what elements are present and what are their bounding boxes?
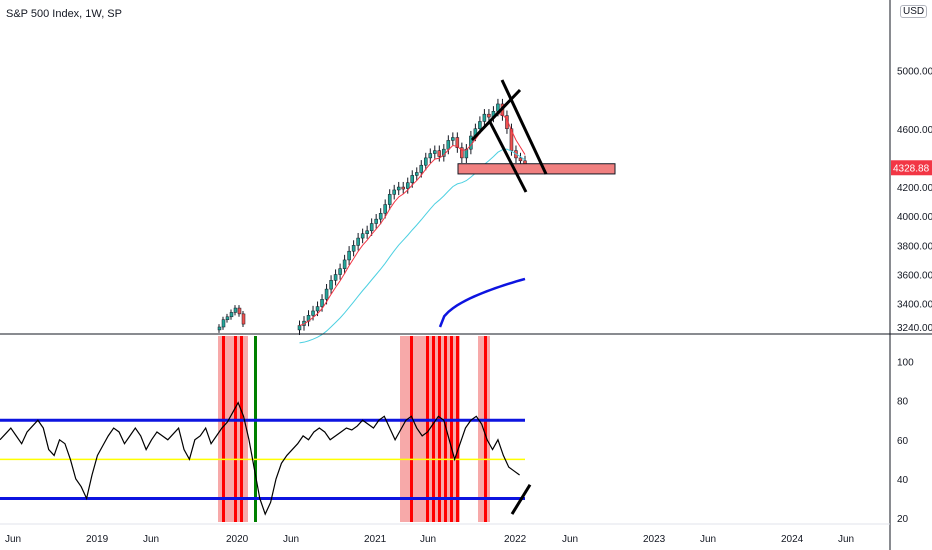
ema-fast-line xyxy=(299,113,526,327)
candle xyxy=(460,147,464,159)
rsi-tick-label: 60 xyxy=(897,436,909,447)
candle xyxy=(464,148,469,159)
signal-bar-red-3 xyxy=(410,336,413,522)
candle xyxy=(311,310,315,316)
candle xyxy=(351,245,356,252)
candle xyxy=(338,268,342,275)
time-tick-label: 2020 xyxy=(226,534,249,545)
ema-slow-line xyxy=(299,148,526,344)
last-price-label: 4328.88 xyxy=(893,163,930,174)
signal-bar-red-9 xyxy=(456,336,459,522)
candle xyxy=(415,172,419,176)
time-tick-label: Jun xyxy=(5,534,21,545)
time-tick-label: 2024 xyxy=(781,534,804,545)
trend-line-1 xyxy=(470,88,522,142)
price-tick-label: 4200.00 xyxy=(897,183,932,194)
time-tick-label: Jun xyxy=(420,534,436,545)
price-tick-label: 3600.00 xyxy=(897,271,932,282)
candle xyxy=(383,204,387,214)
candle xyxy=(347,250,351,261)
time-tick-label: 2023 xyxy=(643,534,666,545)
time-tick-label: Jun xyxy=(562,534,578,545)
candle xyxy=(360,233,365,239)
candle xyxy=(342,259,347,269)
rsi-tick-label: 20 xyxy=(897,514,909,525)
candle xyxy=(433,150,437,154)
candle xyxy=(324,288,329,300)
time-tick-label: 2019 xyxy=(86,534,109,545)
signal-bar-red-8 xyxy=(450,336,453,522)
price-tick-label: 4000.00 xyxy=(897,212,932,223)
time-tick-label: Jun xyxy=(143,534,159,545)
rsi-trend-line xyxy=(510,483,532,515)
candle xyxy=(217,326,222,331)
price-tick-label: 3400.00 xyxy=(897,300,932,311)
rsi-line xyxy=(0,401,520,516)
signal-bar-red-0 xyxy=(222,336,225,522)
signal-bar-red-1 xyxy=(234,336,237,522)
candle xyxy=(401,186,405,190)
candle xyxy=(446,140,451,150)
candle xyxy=(482,113,487,122)
candle xyxy=(356,237,360,246)
candle xyxy=(221,319,226,328)
price-tick-label: 5000.00 xyxy=(897,66,932,77)
time-tick-label: Jun xyxy=(700,534,716,545)
price-tick-label: 3240.00 xyxy=(897,323,932,334)
trend-line-2 xyxy=(488,121,528,193)
candle xyxy=(437,150,442,157)
candle xyxy=(451,137,455,141)
candle xyxy=(410,175,414,183)
signal-bar-red-7 xyxy=(444,336,447,522)
candle xyxy=(229,312,234,318)
candle xyxy=(378,213,383,220)
rsi-tick-label: 100 xyxy=(897,358,914,369)
resistance-zone-box xyxy=(457,163,616,175)
candle xyxy=(405,182,410,189)
candle xyxy=(419,164,424,173)
candle xyxy=(387,194,392,205)
time-tick-label: 2022 xyxy=(504,534,527,545)
candle xyxy=(374,218,378,224)
signal-bar-green xyxy=(254,336,257,522)
rsi-tick-label: 80 xyxy=(897,397,909,408)
candle xyxy=(428,153,433,159)
signal-bar-red-4 xyxy=(426,336,429,522)
candle xyxy=(392,189,396,195)
candle xyxy=(315,306,320,312)
price-tick-label: 4600.00 xyxy=(897,125,932,136)
candle xyxy=(233,307,238,313)
candle xyxy=(478,121,482,130)
time-tick-label: Jun xyxy=(838,534,854,545)
long-ma-line xyxy=(438,277,526,328)
candle xyxy=(320,299,324,307)
candle xyxy=(297,325,302,331)
signal-bar-red-2 xyxy=(240,336,243,522)
trend-line-0 xyxy=(500,79,548,175)
candle xyxy=(396,186,401,191)
candle xyxy=(329,280,333,290)
candle xyxy=(487,113,491,118)
candle xyxy=(518,157,523,162)
rsi-tick-label: 40 xyxy=(897,475,909,486)
candle xyxy=(509,128,514,151)
last-price-tag xyxy=(891,160,932,176)
candle xyxy=(365,230,369,234)
currency-button[interactable]: USD xyxy=(900,5,928,18)
candle xyxy=(369,223,374,232)
price-tick-label: 3800.00 xyxy=(897,241,932,252)
candle xyxy=(333,274,338,281)
signal-bar-red-10 xyxy=(484,336,487,522)
candle xyxy=(225,316,230,320)
time-tick-label: Jun xyxy=(283,534,299,545)
chart-title: S&P 500 Index, 1W, SP xyxy=(6,8,122,20)
signal-bar-red-5 xyxy=(432,336,435,522)
candle xyxy=(241,313,246,325)
time-tick-label: 2021 xyxy=(364,534,387,545)
candle xyxy=(424,157,428,166)
candle xyxy=(237,307,242,315)
candle xyxy=(455,137,460,148)
signal-bar-red-6 xyxy=(438,336,441,522)
